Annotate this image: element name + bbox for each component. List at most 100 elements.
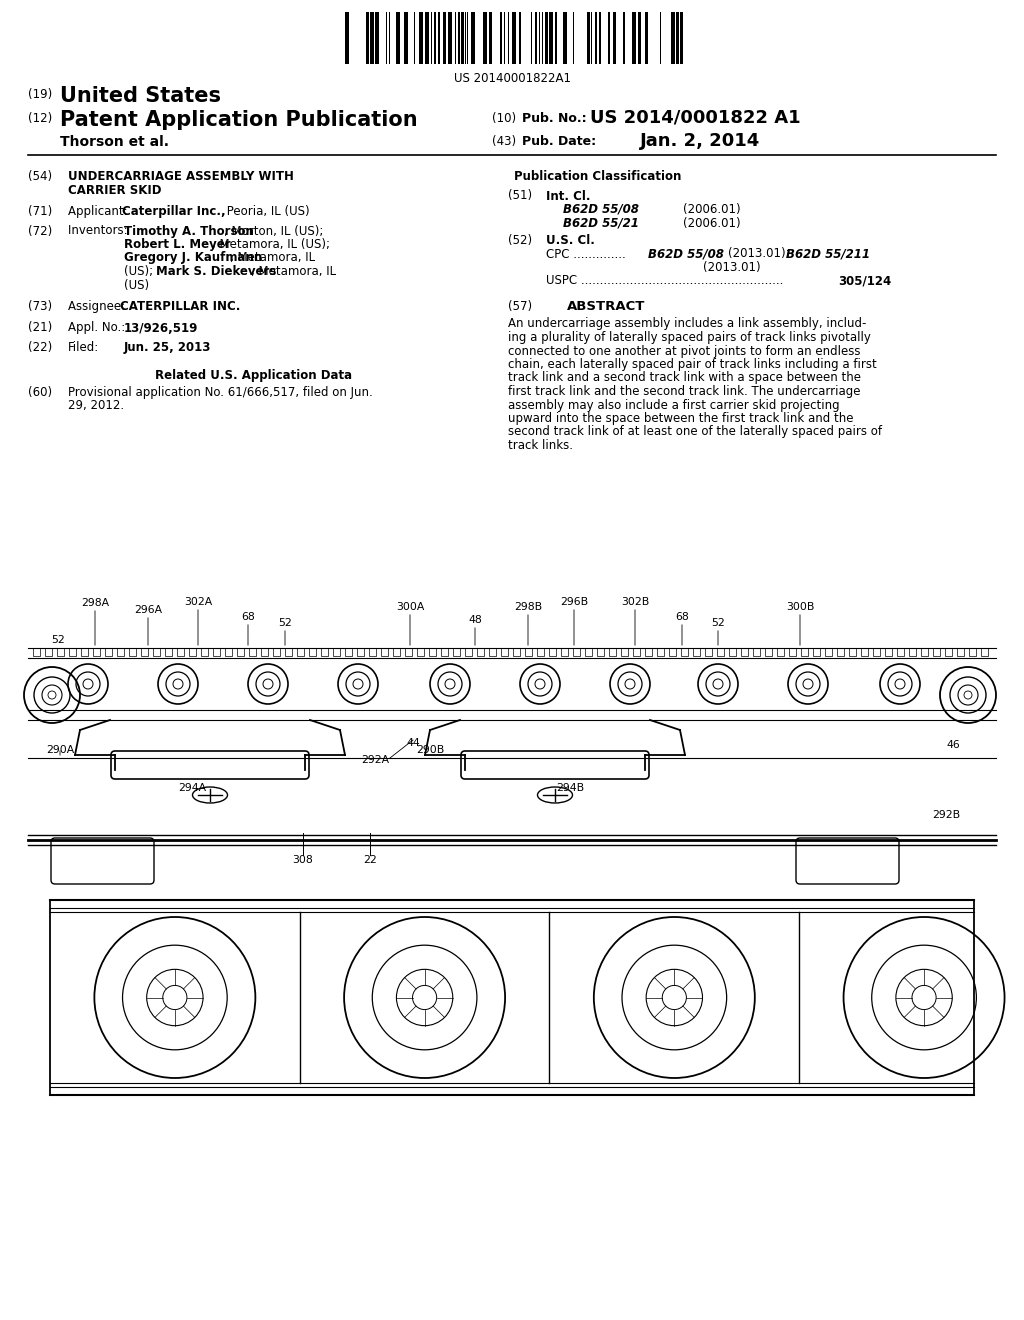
Bar — [381, 648, 388, 656]
Text: (54): (54) — [28, 170, 52, 183]
Text: (21): (21) — [28, 322, 52, 334]
Text: 308: 308 — [293, 855, 313, 865]
Bar — [93, 648, 100, 656]
Text: 52: 52 — [51, 635, 65, 645]
Bar — [458, 12, 460, 63]
Text: (US): (US) — [124, 279, 150, 292]
Text: 294A: 294A — [178, 783, 206, 793]
Bar — [849, 648, 856, 656]
Bar — [595, 12, 597, 63]
Bar — [273, 648, 280, 656]
Text: 298B: 298B — [514, 602, 542, 612]
Text: , Metamora, IL: , Metamora, IL — [230, 252, 315, 264]
Text: 305/124: 305/124 — [838, 275, 891, 288]
Text: upward into the space between the first track link and the: upward into the space between the first … — [508, 412, 853, 425]
Bar — [201, 648, 208, 656]
Bar — [657, 648, 664, 656]
Bar — [563, 12, 567, 63]
FancyBboxPatch shape — [51, 838, 154, 884]
Text: Mark S. Diekevers: Mark S. Diekevers — [156, 265, 276, 279]
Text: (12): (12) — [28, 112, 52, 125]
Bar — [638, 12, 641, 63]
Text: 13/926,519: 13/926,519 — [124, 322, 199, 334]
Bar — [705, 648, 712, 656]
Bar — [587, 12, 590, 63]
Text: first track link and the second track link. The undercarriage: first track link and the second track li… — [508, 385, 860, 399]
Text: track link and a second track link with a space between the: track link and a second track link with … — [508, 371, 861, 384]
Bar — [165, 648, 172, 656]
Text: (60): (60) — [28, 385, 52, 399]
Bar — [676, 12, 679, 63]
Bar — [429, 648, 436, 656]
Text: USPC ......................................................: USPC ...................................… — [546, 275, 783, 288]
Bar — [309, 648, 316, 656]
Bar — [885, 648, 892, 656]
Text: chain, each laterally spaced pair of track links including a first: chain, each laterally spaced pair of tra… — [508, 358, 877, 371]
Bar — [465, 648, 472, 656]
Text: second track link of at least one of the laterally spaced pairs of: second track link of at least one of the… — [508, 425, 882, 438]
Bar — [57, 648, 63, 656]
Bar — [933, 648, 940, 656]
Text: 296A: 296A — [134, 605, 162, 615]
Text: Applicant:: Applicant: — [68, 205, 131, 218]
Bar — [369, 648, 376, 656]
Text: Robert L. Meyer: Robert L. Meyer — [124, 238, 230, 251]
Bar — [237, 648, 244, 656]
Bar — [321, 648, 328, 656]
Bar — [141, 648, 148, 656]
Bar — [213, 648, 220, 656]
Bar — [189, 648, 196, 656]
Text: Appl. No.:: Appl. No.: — [68, 322, 129, 334]
Bar — [345, 12, 349, 63]
Bar — [477, 648, 484, 656]
Text: (2013.01): (2013.01) — [703, 261, 761, 275]
Bar — [129, 648, 136, 656]
Bar — [613, 12, 616, 63]
Text: B62D 55/21: B62D 55/21 — [563, 216, 639, 230]
Text: Related U.S. Application Data: Related U.S. Application Data — [156, 368, 352, 381]
Bar — [623, 12, 625, 63]
Text: An undercarriage assembly includes a link assembly, includ-: An undercarriage assembly includes a lin… — [508, 318, 866, 330]
FancyBboxPatch shape — [111, 751, 309, 779]
Ellipse shape — [538, 787, 572, 803]
Text: 292B: 292B — [932, 810, 961, 820]
Text: United States: United States — [60, 86, 221, 106]
Bar — [633, 648, 640, 656]
Bar — [645, 648, 652, 656]
Bar — [366, 12, 369, 63]
FancyBboxPatch shape — [461, 751, 649, 779]
Bar — [512, 12, 516, 63]
Text: CARRIER SKID: CARRIER SKID — [68, 183, 162, 197]
Bar — [671, 12, 675, 63]
Text: CPC ..............: CPC .............. — [546, 248, 626, 260]
Text: Patent Application Publication: Patent Application Publication — [60, 110, 418, 129]
Text: U.S. Cl.: U.S. Cl. — [546, 234, 595, 247]
Text: Assignee:: Assignee: — [68, 300, 129, 313]
Bar — [461, 12, 464, 63]
Text: Inventors:: Inventors: — [68, 224, 131, 238]
Text: (73): (73) — [28, 300, 52, 313]
Bar — [249, 648, 256, 656]
Bar — [608, 12, 610, 63]
Bar — [555, 12, 557, 63]
Text: (10): (10) — [492, 112, 516, 125]
Text: ABSTRACT: ABSTRACT — [567, 300, 645, 313]
Bar — [449, 12, 452, 63]
Bar — [404, 12, 408, 63]
Text: (22): (22) — [28, 341, 52, 354]
Bar — [441, 648, 449, 656]
Bar — [621, 648, 628, 656]
Text: 294B: 294B — [556, 783, 584, 793]
Bar — [297, 648, 304, 656]
Text: Peoria, IL (US): Peoria, IL (US) — [223, 205, 309, 218]
Text: 44: 44 — [407, 738, 420, 748]
Bar — [753, 648, 760, 656]
Bar — [549, 12, 553, 63]
Bar — [489, 648, 496, 656]
Bar — [645, 12, 648, 63]
Text: Int. Cl.: Int. Cl. — [546, 190, 591, 202]
Bar — [873, 648, 880, 656]
Bar — [406, 648, 412, 656]
Bar — [837, 648, 844, 656]
Bar — [81, 648, 88, 656]
